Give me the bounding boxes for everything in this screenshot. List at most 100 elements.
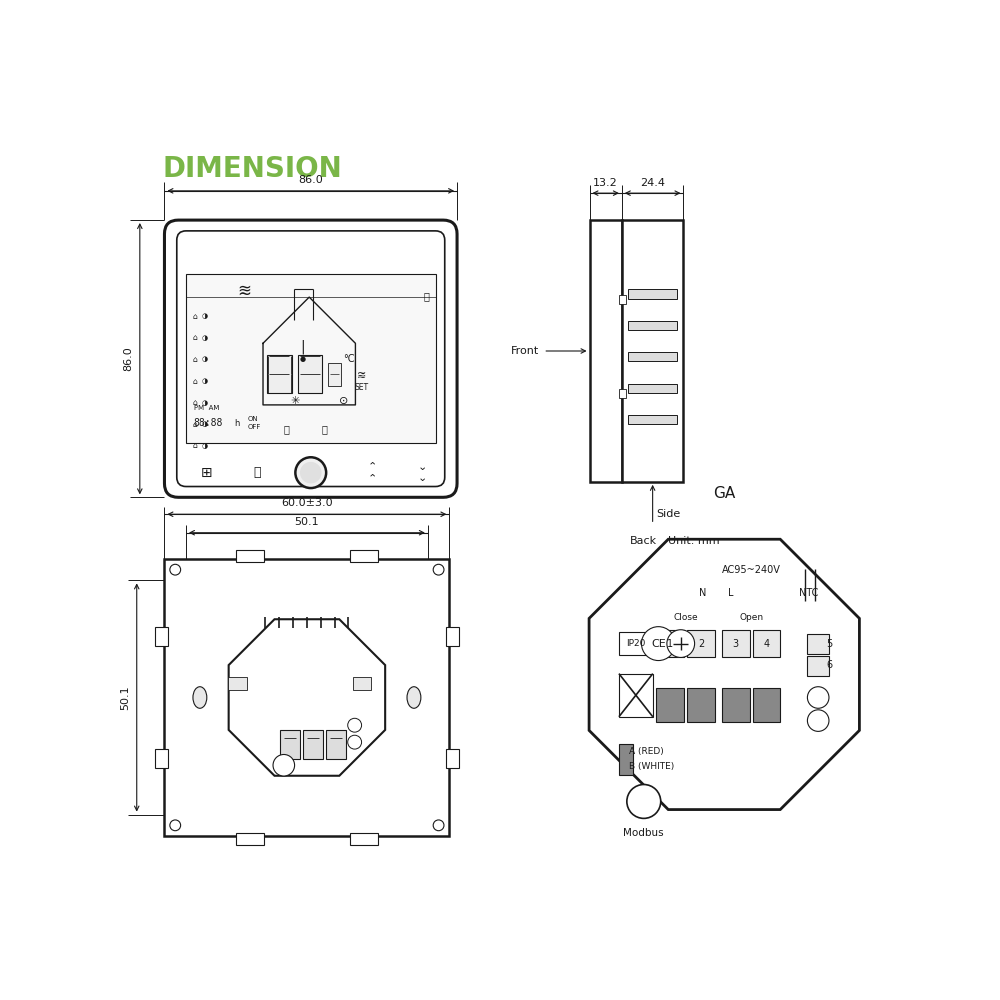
Bar — [687, 688, 715, 722]
Bar — [280, 730, 300, 759]
Bar — [446, 749, 459, 768]
Circle shape — [807, 687, 829, 708]
Text: ●: ● — [300, 356, 306, 362]
Text: 1: 1 — [667, 639, 673, 649]
Bar — [628, 321, 677, 330]
Ellipse shape — [193, 687, 207, 708]
Text: ⌂: ⌂ — [192, 355, 197, 364]
Text: ◑: ◑ — [201, 421, 208, 427]
Bar — [228, 677, 247, 690]
Text: 6: 6 — [826, 660, 832, 670]
Text: CE: CE — [651, 639, 666, 649]
Bar — [326, 730, 346, 759]
Text: ◑: ◑ — [201, 313, 208, 319]
Text: Unit: mm: Unit: mm — [668, 536, 720, 546]
Bar — [628, 384, 677, 393]
Text: IP20: IP20 — [626, 639, 646, 648]
Bar — [628, 352, 677, 361]
Bar — [353, 677, 371, 690]
FancyBboxPatch shape — [164, 220, 457, 497]
Bar — [656, 688, 684, 722]
Text: ◑: ◑ — [201, 335, 208, 341]
Text: ⊞: ⊞ — [201, 466, 213, 480]
Circle shape — [348, 735, 362, 749]
Bar — [722, 688, 750, 722]
Circle shape — [348, 718, 362, 732]
Bar — [298, 355, 322, 393]
Bar — [350, 833, 378, 845]
Bar — [753, 688, 780, 722]
Text: 5: 5 — [826, 639, 832, 649]
Text: Close: Close — [673, 613, 698, 622]
Bar — [619, 674, 653, 717]
Text: 24.4: 24.4 — [640, 178, 665, 188]
Polygon shape — [589, 539, 859, 810]
Text: |: | — [301, 340, 305, 354]
Bar — [186, 274, 436, 443]
Text: 4: 4 — [764, 639, 770, 649]
Text: 🕐: 🕐 — [322, 425, 328, 435]
Text: ≋: ≋ — [357, 371, 366, 381]
Bar — [155, 749, 168, 768]
Bar — [350, 550, 378, 562]
Text: ⏰: ⏰ — [253, 466, 261, 479]
Text: 86.0: 86.0 — [298, 175, 323, 185]
Text: ◑: ◑ — [201, 356, 208, 362]
Text: Modbus: Modbus — [623, 828, 664, 838]
Bar — [619, 744, 633, 774]
Circle shape — [300, 462, 322, 483]
Ellipse shape — [407, 687, 421, 708]
Bar — [687, 630, 715, 657]
Text: OFF: OFF — [248, 424, 261, 430]
FancyBboxPatch shape — [177, 231, 445, 487]
Text: 50.1: 50.1 — [295, 517, 319, 527]
Text: ⌂: ⌂ — [192, 377, 197, 386]
Bar — [619, 295, 626, 304]
Circle shape — [433, 820, 444, 831]
Bar — [807, 634, 829, 654]
Bar — [622, 220, 683, 482]
Text: GA: GA — [713, 486, 735, 501]
Text: 2: 2 — [698, 639, 704, 649]
Polygon shape — [229, 619, 385, 776]
Text: ⌄
⌄: ⌄ ⌄ — [418, 462, 427, 483]
Bar — [619, 389, 626, 398]
Text: ⌂: ⌂ — [192, 333, 197, 342]
Bar — [446, 627, 459, 646]
Circle shape — [807, 710, 829, 731]
Bar — [155, 627, 168, 646]
Text: °C: °C — [344, 354, 355, 364]
Bar — [236, 550, 264, 562]
Text: 88:88: 88:88 — [194, 418, 223, 428]
Bar — [328, 363, 341, 386]
Text: AC95~240V: AC95~240V — [722, 565, 781, 575]
Text: ◑: ◑ — [201, 400, 208, 406]
Text: ✳: ✳ — [291, 396, 300, 406]
Bar — [164, 559, 449, 836]
Bar — [656, 630, 684, 657]
Text: 50.1: 50.1 — [121, 685, 131, 710]
Text: 3: 3 — [733, 639, 739, 649]
Circle shape — [295, 457, 326, 488]
Bar — [807, 656, 829, 676]
Text: ≋: ≋ — [237, 282, 251, 300]
Text: N: N — [699, 588, 706, 598]
Text: ⊙: ⊙ — [339, 396, 349, 406]
Circle shape — [641, 627, 675, 661]
Text: PM  AM: PM AM — [194, 405, 219, 411]
Bar — [590, 220, 622, 482]
Text: 86.0: 86.0 — [124, 346, 134, 371]
Circle shape — [170, 564, 181, 575]
Text: L: L — [728, 588, 733, 598]
Text: B (WHITE): B (WHITE) — [629, 762, 674, 771]
Circle shape — [170, 820, 181, 831]
Bar — [619, 632, 653, 655]
Bar — [267, 355, 292, 393]
Text: h: h — [234, 419, 239, 428]
Circle shape — [627, 785, 661, 818]
Circle shape — [433, 564, 444, 575]
Text: DIMENSION: DIMENSION — [162, 155, 342, 183]
Bar — [303, 730, 323, 759]
Text: Side: Side — [656, 509, 681, 519]
Text: Front: Front — [511, 346, 539, 356]
